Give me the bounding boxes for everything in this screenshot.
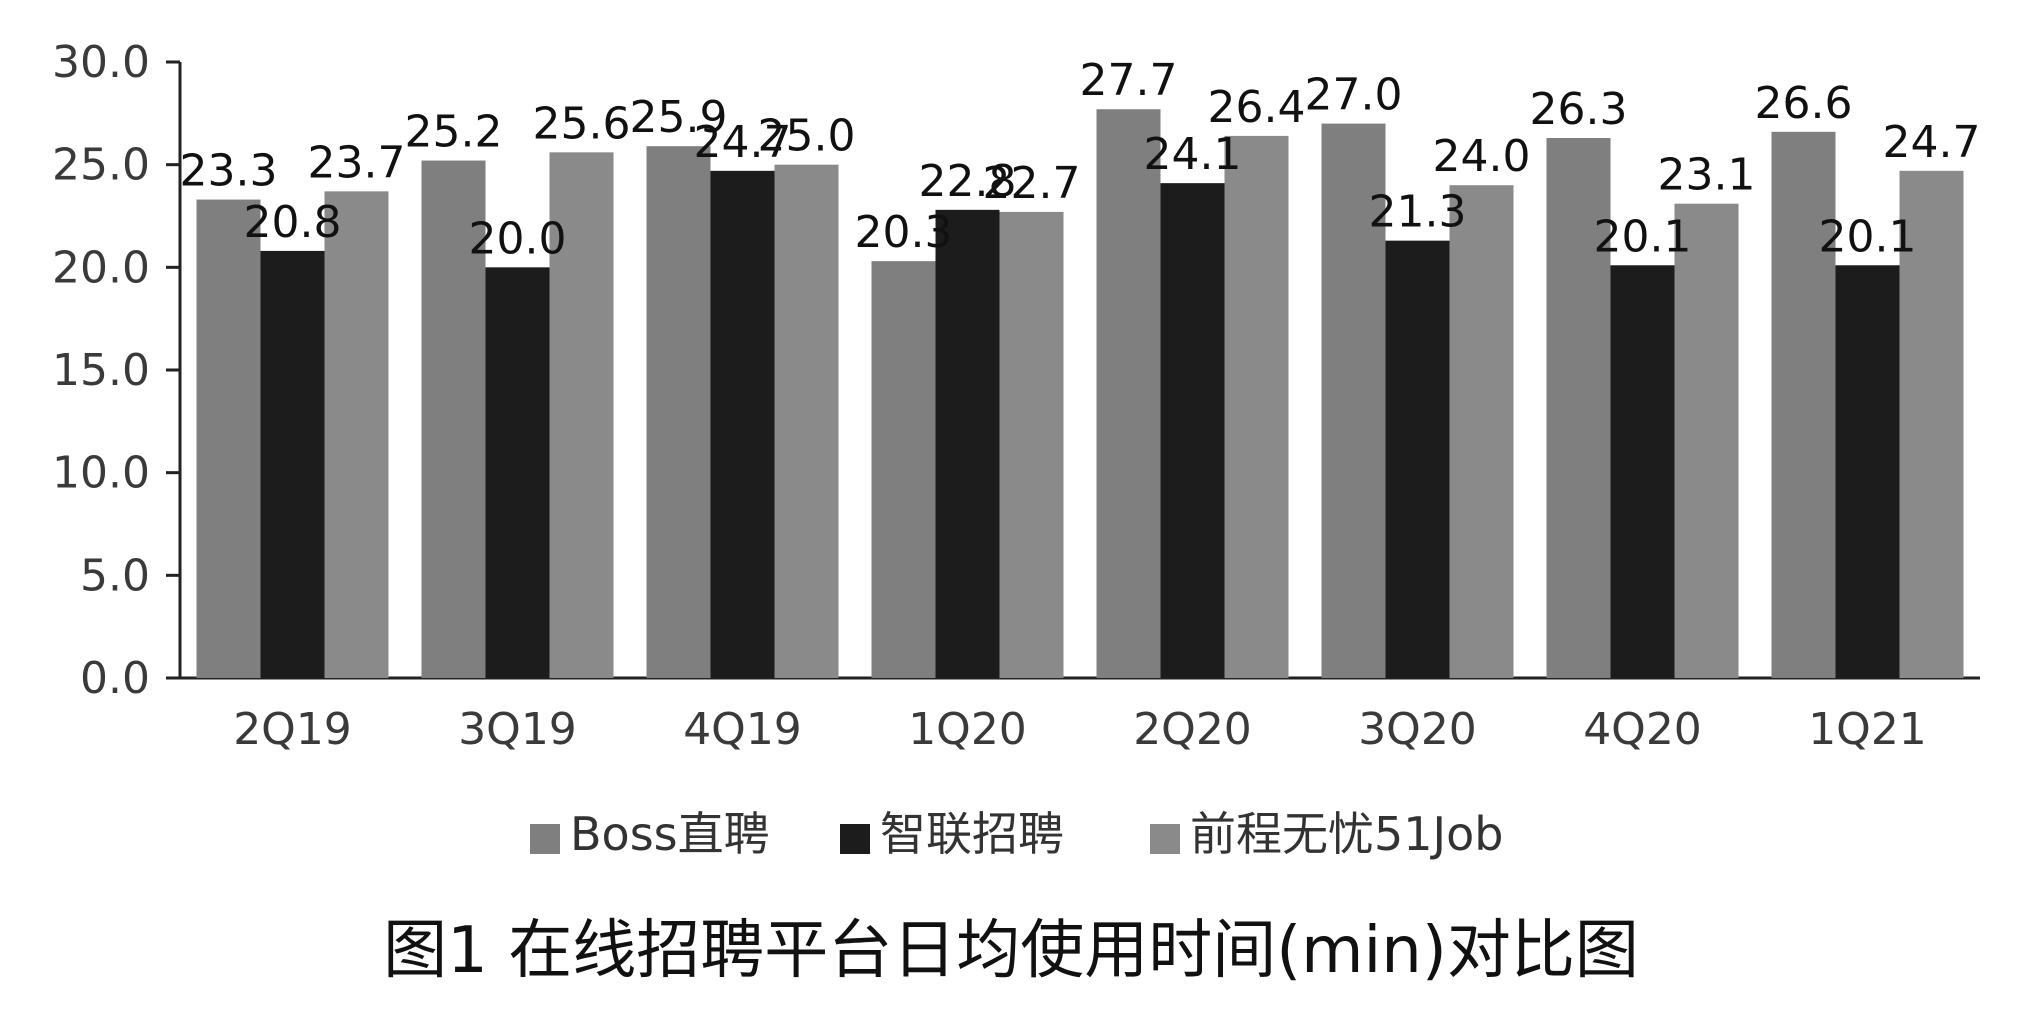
data-label: 20.1 bbox=[1594, 211, 1692, 262]
bar-2-3Q20 bbox=[1385, 240, 1450, 678]
data-label: 20.1 bbox=[1819, 211, 1917, 262]
data-label: 23.7 bbox=[308, 137, 406, 188]
data-labels: 23.320.823.725.220.025.6 25.924.725.020.3… bbox=[180, 55, 1981, 264]
bar-1-1Q21 bbox=[1771, 131, 1836, 678]
bar-1-2Q19 bbox=[196, 199, 261, 678]
bar-1-1Q20 bbox=[871, 261, 936, 678]
data-label: 26.6 bbox=[1755, 78, 1853, 129]
data-label: 25.0 bbox=[758, 111, 856, 162]
legend-swatch bbox=[530, 824, 560, 854]
bar-2-4Q20 bbox=[1610, 265, 1675, 678]
y-tick-label: 15.0 bbox=[52, 345, 150, 396]
y-tick-label: 0.0 bbox=[80, 653, 150, 704]
x-axis-category-labels: 2Q19 3Q19 4Q19 1Q20 2Q20 3Q20 4Q20 1Q21 bbox=[233, 704, 1927, 755]
bar-3-2Q20 bbox=[1224, 135, 1289, 679]
bar-2-2Q19 bbox=[260, 250, 325, 678]
legend-swatch bbox=[1150, 824, 1180, 854]
data-label: 20.0 bbox=[469, 213, 567, 264]
data-label: 24.0 bbox=[1433, 131, 1531, 182]
data-label: 25.9 bbox=[630, 92, 728, 143]
bar-1-3Q20 bbox=[1321, 123, 1386, 679]
bar-2-4Q19 bbox=[710, 170, 775, 678]
chart-caption: 图1 在线招聘平台日均使用时间(min)对比图 bbox=[383, 914, 1639, 988]
chart-legend: Boss直聘 智联招聘 前程无忧51Job bbox=[530, 807, 1503, 861]
x-category-label: 3Q20 bbox=[1358, 704, 1477, 755]
data-label: 27.7 bbox=[1080, 55, 1178, 106]
bar-3-1Q20 bbox=[999, 211, 1064, 679]
data-label: 24.7 bbox=[1883, 117, 1981, 168]
data-label: 22.7 bbox=[983, 158, 1081, 209]
data-label: 23.3 bbox=[180, 146, 278, 197]
data-label: 20.8 bbox=[244, 197, 342, 248]
y-tick-label: 10.0 bbox=[52, 448, 150, 499]
data-label: 23.1 bbox=[1658, 150, 1756, 201]
legend-label: Boss直聘 bbox=[570, 807, 770, 861]
data-label: 24.1 bbox=[1144, 129, 1242, 180]
x-category-label: 2Q20 bbox=[1133, 704, 1252, 755]
bar-series bbox=[196, 109, 1964, 679]
bar-2-2Q20 bbox=[1160, 183, 1225, 678]
x-category-label: 1Q20 bbox=[908, 704, 1027, 755]
legend-label: 前程无忧51Job bbox=[1190, 807, 1503, 861]
data-label: 27.0 bbox=[1305, 70, 1403, 121]
bar-1-2Q20 bbox=[1096, 109, 1161, 678]
bar-1-3Q19 bbox=[421, 160, 486, 678]
x-category-label: 2Q19 bbox=[233, 704, 352, 755]
data-label: 24.7 bbox=[694, 117, 792, 168]
x-category-label: 4Q19 bbox=[683, 704, 802, 755]
data-label: 22.8 bbox=[919, 156, 1017, 207]
y-axis-ticks: 0.0 5.0 10.0 15.0 20.0 25.0 30.0 bbox=[52, 37, 180, 704]
legend-swatch bbox=[840, 824, 870, 854]
bar-3-1Q21 bbox=[1899, 170, 1964, 678]
bar-3-3Q20 bbox=[1449, 185, 1514, 678]
data-label: 21.3 bbox=[1369, 187, 1467, 238]
bar-1-4Q19 bbox=[646, 146, 711, 679]
x-category-label: 1Q21 bbox=[1808, 704, 1927, 755]
data-label: 20.3 bbox=[855, 207, 953, 258]
data-label: 26.4 bbox=[1208, 82, 1306, 133]
bar-1-4Q20 bbox=[1546, 137, 1611, 678]
data-label: 25.2 bbox=[405, 107, 503, 158]
bar-2-1Q20 bbox=[935, 209, 1000, 678]
bar-3-4Q19 bbox=[774, 164, 839, 678]
data-label: 26.3 bbox=[1530, 84, 1628, 135]
bar-3-2Q19 bbox=[324, 191, 389, 679]
bar-3-3Q19 bbox=[549, 152, 614, 678]
bar-3-4Q20 bbox=[1674, 203, 1739, 678]
legend-label: 智联招聘 bbox=[880, 807, 1064, 861]
bar-2-3Q19 bbox=[485, 267, 550, 678]
bar-2-1Q21 bbox=[1835, 265, 1900, 678]
data-label: 25.6 bbox=[533, 98, 631, 149]
y-tick-label: 25.0 bbox=[52, 140, 150, 191]
x-category-label: 3Q19 bbox=[458, 704, 577, 755]
y-tick-label: 30.0 bbox=[52, 37, 150, 88]
y-tick-label: 20.0 bbox=[52, 242, 150, 293]
x-category-label: 4Q20 bbox=[1583, 704, 1702, 755]
y-tick-label: 5.0 bbox=[80, 550, 150, 601]
